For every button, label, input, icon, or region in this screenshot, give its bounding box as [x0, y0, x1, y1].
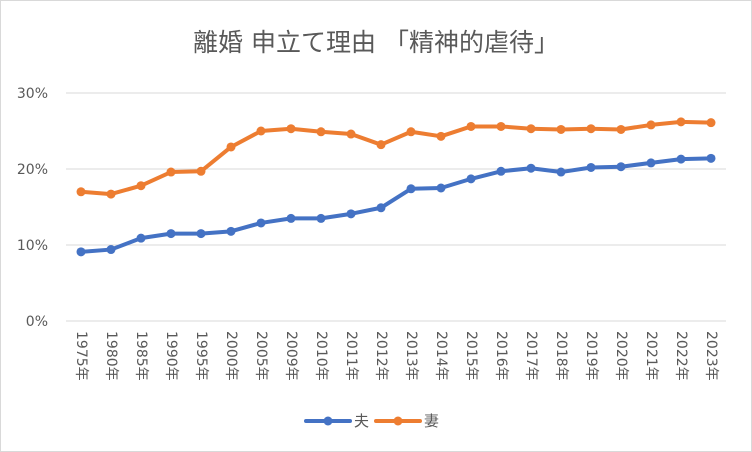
- data-point: [256, 126, 266, 136]
- x-tick-label: 2011年: [343, 331, 359, 381]
- y-tick-label: 10%: [17, 238, 48, 254]
- legend-item: 夫: [304, 412, 369, 430]
- x-tick-label: 2016年: [493, 331, 509, 381]
- data-point: [406, 127, 416, 137]
- data-point: [526, 163, 536, 173]
- x-tick-label: 2013年: [403, 331, 419, 381]
- x-tick-label: 1980年: [103, 331, 119, 381]
- series-lines: [76, 117, 716, 257]
- x-tick-label: 1975年: [73, 331, 89, 381]
- data-point: [166, 167, 176, 177]
- data-point: [616, 162, 626, 172]
- data-point: [166, 229, 176, 239]
- data-point: [376, 203, 386, 213]
- data-point: [616, 124, 626, 134]
- x-tick-label: 2021年: [643, 331, 659, 381]
- data-point: [316, 127, 326, 137]
- chart-title: 離婚 申立て理由 「精神的虐待」: [193, 28, 559, 57]
- data-point: [76, 187, 86, 197]
- series: [76, 117, 716, 199]
- data-point: [496, 166, 506, 176]
- series-line: [79, 156, 713, 254]
- x-tick-label: 2018年: [553, 331, 569, 381]
- data-point: [706, 118, 716, 128]
- x-tick-label: 2015年: [463, 331, 479, 381]
- data-point: [676, 154, 686, 164]
- data-point: [526, 124, 536, 134]
- data-point: [256, 218, 266, 228]
- x-tick-label: 2014年: [433, 331, 449, 381]
- data-point: [196, 229, 206, 239]
- x-tick-label: 2012年: [373, 331, 389, 381]
- y-tick-label: 30%: [17, 86, 48, 102]
- x-tick-label: 2005年: [253, 331, 269, 381]
- data-point: [436, 131, 446, 141]
- data-point: [106, 189, 116, 199]
- data-point: [346, 129, 356, 139]
- series: [76, 153, 716, 257]
- data-point: [706, 153, 716, 163]
- x-tick-label: 2009年: [283, 331, 299, 381]
- data-point: [346, 209, 356, 219]
- data-point: [106, 245, 116, 255]
- x-tick-label: 1985年: [133, 331, 149, 381]
- data-point: [76, 247, 86, 257]
- x-tick-label: 2000年: [223, 331, 239, 381]
- data-point: [556, 124, 566, 134]
- y-tick-label: 20%: [17, 162, 48, 178]
- gridlines: [66, 92, 726, 322]
- y-axis-tick-labels: 0% 10% 20% 30%: [17, 86, 48, 330]
- data-point: [316, 213, 326, 223]
- data-point: [586, 124, 596, 134]
- data-point: [286, 213, 296, 223]
- data-point: [466, 121, 476, 131]
- data-point: [226, 142, 236, 152]
- legend-item: 妻: [374, 412, 439, 430]
- series-line: [79, 119, 713, 197]
- data-point: [286, 124, 296, 134]
- legend-label: 夫: [354, 412, 369, 430]
- data-point: [136, 233, 146, 243]
- legend-marker: [393, 416, 403, 426]
- x-tick-label: 1995年: [193, 331, 209, 381]
- data-point: [586, 162, 596, 172]
- data-point: [466, 174, 476, 184]
- x-tick-label: 2020年: [613, 331, 629, 381]
- data-point: [676, 117, 686, 127]
- data-point: [226, 226, 236, 236]
- data-point: [646, 120, 656, 130]
- data-point: [436, 183, 446, 193]
- data-point: [196, 166, 206, 176]
- x-tick-label: 2022年: [673, 331, 689, 381]
- data-point: [556, 167, 566, 177]
- x-tick-label: 1990年: [163, 331, 179, 381]
- data-point: [406, 184, 416, 194]
- y-tick-label: 0%: [26, 314, 48, 330]
- data-point: [496, 121, 506, 131]
- x-tick-label: 2017年: [523, 331, 539, 381]
- data-point: [136, 181, 146, 191]
- legend-label: 妻: [424, 412, 439, 430]
- data-point: [646, 158, 656, 168]
- legend-marker: [323, 416, 333, 426]
- x-tick-label: 2023年: [703, 331, 719, 381]
- x-tick-label: 2010年: [313, 331, 329, 381]
- legend: 夫妻: [304, 412, 439, 430]
- x-tick-label: 2019年: [583, 331, 599, 381]
- x-axis-tick-labels: 1975年 1980年 1985年 1990年 1995年 2000年 2005年 2009年…: [73, 331, 719, 381]
- data-point: [376, 140, 386, 150]
